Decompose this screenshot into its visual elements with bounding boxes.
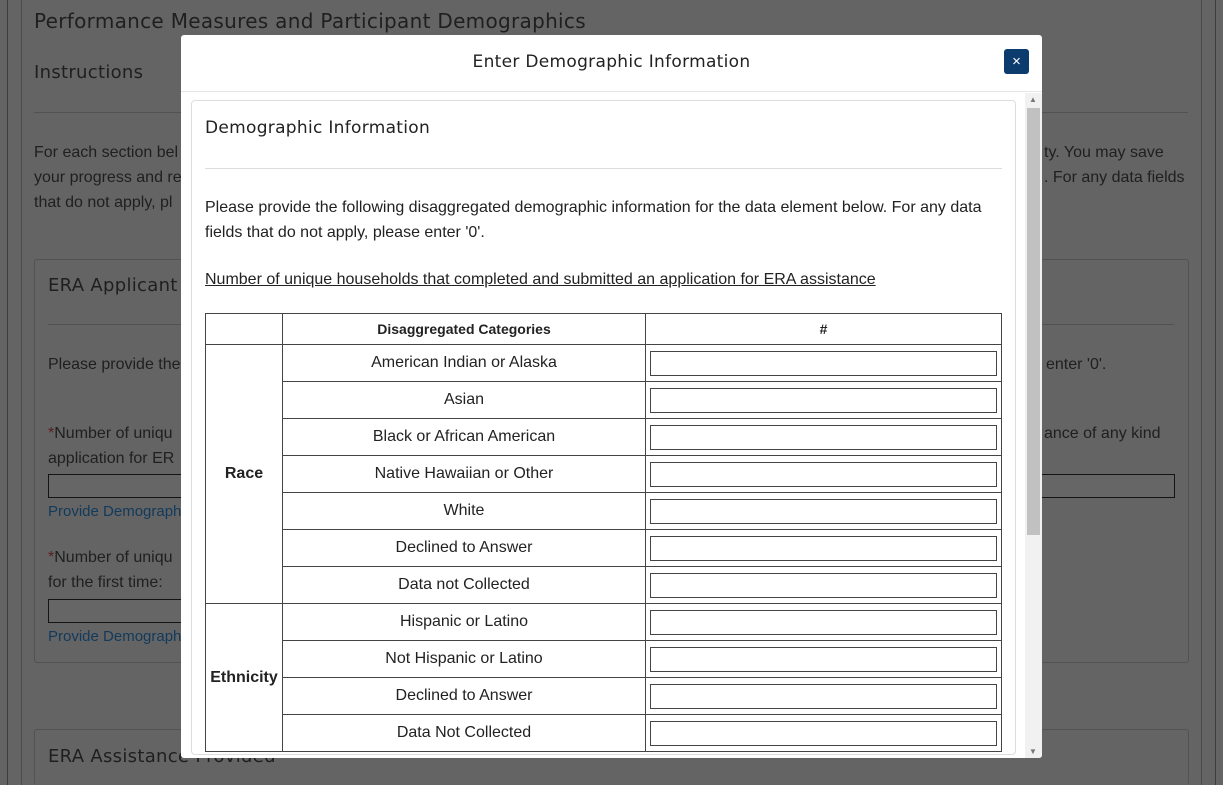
divider: [205, 168, 1002, 169]
instructions-text: your progress and re: [34, 169, 182, 186]
page-title: Performance Measures and Participant Dem…: [34, 9, 586, 33]
category-label: Data not Collected: [282, 566, 646, 604]
section-title: ERA Applicant: [48, 275, 178, 296]
category-label: White: [282, 492, 646, 530]
modal-scrollbar[interactable]: ▲ ▼: [1025, 93, 1042, 758]
question-label: ance of any kind: [1044, 425, 1161, 442]
provide-demographics-link[interactable]: Provide Demographi: [48, 628, 185, 645]
required-asterisk: *: [48, 425, 55, 442]
count-input[interactable]: [650, 424, 997, 450]
demographic-modal: Enter Demographic Information × Demograp…: [181, 35, 1042, 758]
table-row: Data Not Collected: [206, 714, 1002, 752]
count-input[interactable]: [650, 535, 997, 561]
modal-title: Enter Demographic Information: [181, 35, 1042, 92]
count-cell: [645, 529, 1002, 567]
page-inner: [21, 0, 1202, 785]
table-row: Asian: [206, 381, 1002, 419]
category-label: Native Hawaiian or Other: [282, 455, 646, 493]
count-input[interactable]: [650, 572, 997, 598]
count-cell: [645, 566, 1002, 604]
table-row: Race American Indian or Alaska: [205, 344, 1002, 604]
count-cell: [645, 455, 1002, 493]
count-input[interactable]: [650, 461, 997, 487]
category-label: Declined to Answer: [282, 677, 646, 715]
section-text: Please provide the: [48, 356, 181, 373]
card-title: Demographic Information: [205, 118, 431, 138]
count-input[interactable]: [650, 350, 997, 376]
instructions-text: that do not apply, pl: [34, 194, 173, 211]
scroll-down-icon[interactable]: ▼: [1029, 747, 1037, 756]
count-cell: [645, 603, 1002, 641]
instructions-text: For each section bel: [34, 144, 179, 161]
required-asterisk: *: [48, 549, 55, 566]
instructions-heading: Instructions: [34, 62, 144, 83]
demographic-card: Demographic Information Please provide t…: [191, 100, 1016, 755]
table-row: Not Hispanic or Latino: [206, 640, 1002, 678]
header-blank: [205, 313, 283, 345]
demographics-table: Disaggregated Categories # Race American …: [205, 313, 1002, 752]
modal-body: Demographic Information Please provide t…: [181, 93, 1025, 758]
category-label: Declined to Answer: [282, 529, 646, 567]
category-label: Asian: [282, 381, 646, 419]
instructions-text: . For any data fields: [1044, 169, 1185, 186]
header-count: #: [645, 313, 1002, 345]
category-label: Black or African American: [282, 418, 646, 456]
background-page: [7, 0, 1216, 785]
count-input[interactable]: [650, 609, 997, 635]
count-cell: [645, 418, 1002, 456]
table-row: Data not Collected: [206, 566, 1002, 604]
table-row: Native Hawaiian or Other: [206, 455, 1002, 493]
table-row: White: [206, 492, 1002, 530]
scrollbar-thumb[interactable]: [1027, 108, 1040, 535]
close-button[interactable]: ×: [1004, 49, 1029, 74]
provide-demographics-link[interactable]: Provide Demographi: [48, 503, 185, 520]
count-input[interactable]: [650, 646, 997, 672]
data-element-label: Number of unique households that complet…: [205, 271, 876, 288]
header-categories: Disaggregated Categories: [282, 313, 646, 345]
question-label: Number of uniqu: [54, 425, 173, 442]
group-label: Race: [205, 344, 283, 604]
intro-text: Please provide the following disaggregat…: [205, 199, 982, 241]
category-label: Hispanic or Latino: [282, 603, 646, 641]
table-row: Declined to Answer: [206, 677, 1002, 715]
section-text: enter '0'.: [1046, 356, 1107, 373]
count-cell: [645, 640, 1002, 678]
count-cell: [645, 381, 1002, 419]
category-label: American Indian or Alaska: [282, 344, 646, 382]
question-label: Number of uniqu: [54, 549, 173, 566]
group-label: Ethnicity: [205, 603, 283, 752]
count-cell: [645, 677, 1002, 715]
count-input[interactable]: [650, 720, 997, 746]
count-cell: [645, 714, 1002, 752]
count-cell: [645, 492, 1002, 530]
count-input[interactable]: [650, 387, 997, 413]
table-row: Black or African American: [206, 418, 1002, 456]
category-label: Not Hispanic or Latino: [282, 640, 646, 678]
instructions-text: ty. You may save: [1044, 144, 1164, 161]
count-input[interactable]: [650, 498, 997, 524]
scroll-up-icon[interactable]: ▲: [1029, 95, 1037, 104]
category-label: Data Not Collected: [282, 714, 646, 752]
count-input[interactable]: [650, 683, 997, 709]
table-row: Ethnicity Hispanic or Latino: [205, 603, 1002, 752]
question-label: application for ER: [48, 450, 175, 467]
question-label: for the first time:: [48, 574, 163, 591]
table-row: Declined to Answer: [206, 529, 1002, 567]
count-cell: [645, 344, 1002, 382]
